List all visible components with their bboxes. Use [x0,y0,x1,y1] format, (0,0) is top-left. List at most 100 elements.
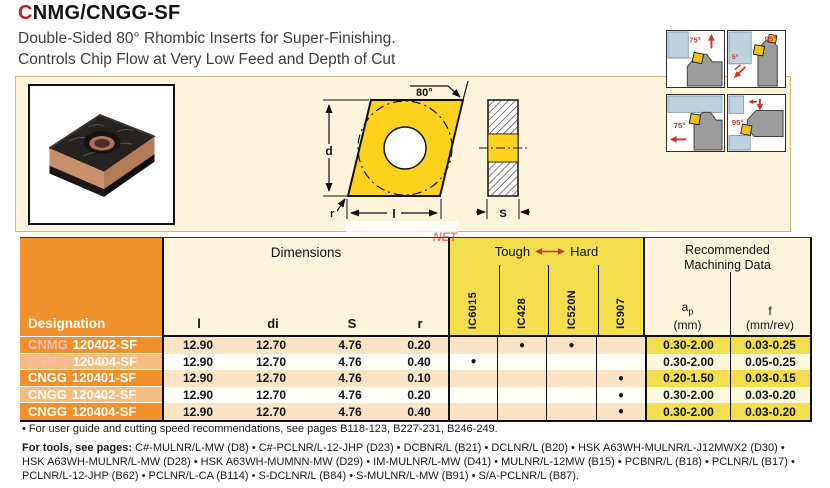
dim-di-value: 12.70 [232,353,310,371]
dimensions-header-label: Dimensions [270,245,342,260]
designation-prefix: CNGG [28,387,67,403]
designation-prefix: CNMG [28,353,68,369]
dim-l-value: 12.90 [162,370,232,387]
designation-number: 120401-SF [72,370,137,386]
ap-unit: (mm) [673,318,702,332]
designation-header-label: Designation [28,316,106,331]
designation-header-cell: Designation [20,238,162,337]
dim-di-value: 12.70 [232,337,310,354]
designation-prefix: CNGG [28,404,67,420]
dim-r-value: 0.40 [390,403,448,420]
f-value: 0.03-0.15 [730,370,812,387]
subtitle-line-2: Controls Chip Flow at Very Low Feed and … [18,51,396,68]
grade-header-ic907: IC907 [615,298,627,329]
tough-label: Tough [494,244,531,259]
grade-dot-ic6015 [448,337,497,354]
grade-dot-ic907: ● [596,386,645,404]
grade-dot-ic428 [497,353,546,371]
dim-r-value: 0.10 [390,370,448,387]
f-unit: (mm/rev) [746,318,794,332]
grade-dot-ic520n [546,403,596,420]
tools-footnote-list: C#-MULNR/L-MW (D8) • C#-PCLNR/L-12-JHP (… [22,442,795,482]
col-header-ap: ap (mm) [645,300,730,332]
grade-dot-ic6015 [448,386,497,404]
col-header-r: r [417,316,423,331]
grade-dot-ic907: ● [596,370,645,387]
dim-s-label: S [499,208,506,220]
insert-photo-image [48,114,156,197]
ap-value: 0.30-2.00 [645,353,730,371]
dim-s-value: 4.76 [310,337,390,354]
grade-dot-ic428 [497,403,546,420]
machining-header-line2: Machining Data [684,258,771,272]
designation-cell: CNMG 120404-SF [20,353,162,371]
machining-header-cell: Recommended Machining Data ap (mm) f (mm… [645,238,812,337]
angle-label: 75° [689,36,701,45]
machining-column-divider [730,272,731,335]
grade-dot-ic520n [546,386,596,404]
dim-s-value: 4.76 [310,386,390,404]
tools-footnote-label: For tools, see pages: [22,442,133,454]
dim-l-label: l [392,207,395,221]
dim-l-value: 12.90 [162,353,232,371]
designation-number: 120404-SF [72,353,138,369]
col-header-di: di [267,316,279,331]
dim-d-label: d [325,144,332,158]
f-value: 0.03-0.20 [730,403,812,420]
f-value: 0.03-0.25 [730,337,812,354]
ap-value: 0.30-2.00 [645,337,730,354]
tough-hard-scale: Tough Hard [450,238,643,259]
page-title: CNMG/CNGG-SF [18,2,180,25]
designation-cell: CNGG 120401-SF [20,370,162,387]
machining-header-title: Recommended Machining Data [645,238,810,273]
grade-column-divider [548,265,549,335]
ap-value: 0.30-2.00 [645,386,730,404]
angle-80-label: 80° [416,87,433,99]
designation-number: 120404-SF [72,404,137,420]
dim-r-label: r [330,208,335,220]
grade-header-ic520n: IC520N [566,289,578,329]
dim-di-value: 12.70 [232,370,310,387]
tools-footnote: For tools, see pages: C#-MULNR/L-MW (D8)… [22,441,804,483]
designation-cell: CNMG 120402-SF [20,337,162,354]
col-header-s: S [347,316,357,331]
grade-dot-ic520n: ● [546,337,596,354]
f-value: 0.03-0.20 [730,386,812,404]
dim-s-value: 4.76 [310,353,390,371]
grade-dot-ic520n [546,370,596,387]
designation-prefix: CNMG [28,337,68,353]
dimensions-header-cell: Dimensions l di S r [162,238,448,337]
f-value: 0.05-0.25 [730,353,812,371]
tough-hard-arrow-icon [535,248,566,255]
insert-data-table: Designation Dimensions l di S r Tough Ha… [20,237,812,422]
dim-l-value: 12.90 [162,403,232,420]
table-row: CNMG 120404-SF 12.90 12.70 4.76 0.40 ● 0… [20,353,812,371]
designation-number: 120402-SF [72,387,137,403]
angle-label: 95° [765,35,777,44]
grade-dot-ic6015: ● [448,353,497,371]
grade-dot-ic907: ● [596,403,645,420]
dim-r-value: 0.20 [390,386,448,404]
table-row: CNMG 120402-SF 12.90 12.70 4.76 0.20 ● ●… [20,337,812,354]
dim-l-value: 12.90 [162,337,232,354]
grade-header-ic6015: IC6015 [467,291,479,329]
grade-header-ic428: IC428 [516,298,528,329]
col-header-l: l [197,316,201,331]
ap-value: 0.30-2.00 [645,403,730,420]
watermark-blob [346,221,458,236]
machining-header-line1: Recommended [685,243,770,257]
grade-column-divider [499,265,500,335]
grade-dot-ic907 [596,353,645,371]
ap-value: 0.20-1.50 [645,370,730,387]
designation-cell: CNGG 120402-SF [20,386,162,404]
designation-number: 120402-SF [72,337,138,353]
table-header: Designation Dimensions l di S r Tough Ha… [20,238,812,337]
holder-diagram-75-facing: 75° [666,94,725,152]
angle-label: 75° [674,121,686,130]
table-row: CNGG 120404-SF 12.90 12.70 4.76 0.40 ● 0… [20,403,812,420]
dim-r-value: 0.40 [390,353,448,371]
grades-header-cell: Tough Hard IC6015 IC428 IC520N IC907 [448,238,645,337]
dim-di-value: 12.70 [232,386,310,404]
insert-dimension-drawing: 80° d l r S [290,78,542,230]
